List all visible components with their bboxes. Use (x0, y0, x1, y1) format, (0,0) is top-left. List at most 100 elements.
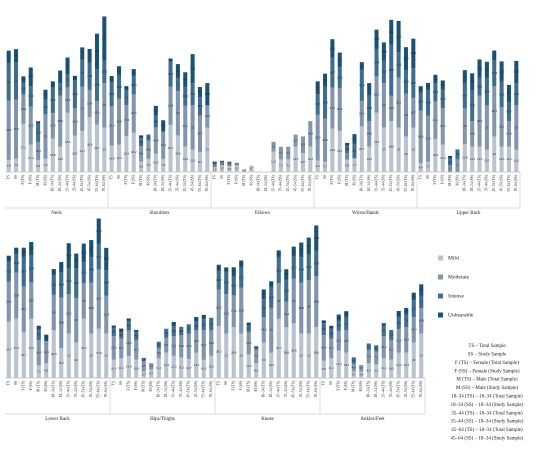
bar-segment (220, 165, 225, 172)
x-tick-label: 55–64 (TS) (307, 380, 311, 397)
data-label: 20 (52, 310, 56, 314)
data-label: 14.3 (66, 254, 72, 258)
x-tick-label: 18–34 (TS) (360, 174, 364, 191)
x-tick-label: M (TS) (139, 174, 143, 185)
data-label: 2.6 (213, 167, 217, 171)
data-label: 30 (307, 305, 311, 309)
data-label: 4.3 (345, 147, 349, 151)
x-tick-label: 55–64 (SS) (514, 174, 518, 191)
data-label: 25 (412, 148, 416, 152)
x-tick-label: SS (119, 381, 123, 385)
data-label: 14.3 (499, 92, 505, 96)
bar-segment (87, 48, 92, 63)
bar-segment (381, 42, 386, 61)
bar-segment (336, 320, 341, 331)
bar-segment (499, 61, 504, 82)
data-label: 12.5 (381, 345, 387, 349)
bar-segment (404, 327, 409, 353)
data-label: 11.1 (171, 344, 177, 348)
bar-segment (389, 339, 394, 360)
bar-segment (291, 246, 296, 257)
data-label: 7.1 (419, 300, 423, 304)
data-label: 20.5 (440, 124, 446, 128)
bar-segment (403, 70, 408, 94)
bar-segment (470, 73, 475, 91)
bar-segment (146, 140, 151, 159)
bar-segment (345, 145, 350, 154)
bar-segment (299, 282, 304, 334)
bar-segment (440, 89, 445, 109)
bar-segment (109, 82, 114, 107)
data-label: 12.5 (103, 257, 109, 261)
bar-segment (359, 62, 364, 70)
x-tick-label: SS (14, 381, 18, 385)
data-label: 11.1 (156, 366, 162, 370)
data-label: 28.6 (477, 119, 483, 123)
data-label: 21.4 (103, 312, 109, 316)
bar-segment (194, 330, 199, 353)
data-label: 15.4 (336, 362, 342, 366)
data-label: 7.1 (279, 163, 283, 167)
data-label: 14.3 (88, 268, 94, 272)
bar-segment (381, 127, 386, 172)
bar-segment (462, 70, 467, 83)
bar-segment (36, 121, 41, 124)
data-label: 25.7 (21, 307, 27, 311)
bar-segment (284, 279, 289, 302)
bar-segment (43, 99, 48, 115)
data-label: 25 (103, 103, 107, 107)
data-label: 14.3 (66, 279, 72, 283)
bar-segment (51, 330, 56, 378)
bar-segment (249, 165, 254, 172)
x-tick-label: F (TS) (433, 174, 437, 184)
data-label: 16.6 (411, 51, 417, 55)
data-label: 14.3 (186, 344, 192, 348)
bar-segment (389, 95, 394, 122)
data-label: 5.5 (352, 137, 356, 141)
bar-segment (329, 338, 334, 359)
bar-segment (149, 363, 154, 370)
data-label: 10.2 (477, 66, 483, 70)
bar-segment (216, 264, 221, 272)
bar-segment (224, 333, 229, 378)
bar-segment (374, 364, 379, 378)
bar-segment (164, 337, 169, 353)
x-tick-label: SS (323, 175, 327, 179)
data-label: 10.3 (440, 97, 446, 101)
bar-segment (329, 328, 334, 339)
bar-segment (419, 295, 424, 309)
data-label: 9.7 (307, 244, 311, 248)
data-label: 14.3 (298, 268, 304, 272)
note: M (TS) – Male (Total Sample) (456, 378, 517, 383)
x-tick-label: 45–54 (SS) (190, 174, 194, 191)
data-label: 6.2 (202, 322, 206, 326)
bar-segment (367, 146, 372, 172)
data-label: 12.5 (193, 339, 199, 343)
legend-swatch (438, 312, 443, 318)
bar-segment (367, 95, 372, 122)
data-label: 10.3 (182, 94, 188, 98)
bar-segment (36, 160, 41, 172)
bar-segment (96, 243, 101, 270)
x-tick-label: 18–34 (TS) (157, 380, 161, 397)
x-tick-label: M (SS) (254, 380, 258, 391)
data-label: 14.3 (313, 261, 319, 265)
data-label: 6.4 (316, 164, 320, 168)
bar-segment (28, 86, 33, 107)
bar-segment (419, 308, 424, 334)
bar-segment (111, 325, 116, 328)
bar-segment (72, 80, 77, 109)
group-label: Upper Back (456, 211, 481, 216)
data-label: 10.3 (197, 104, 203, 108)
bar-segment (239, 260, 244, 268)
data-label: 20 (95, 49, 99, 53)
data-label: 3.4 (7, 256, 11, 260)
group-label: Neck (51, 211, 62, 216)
data-label: 12.8 (116, 85, 122, 89)
data-label: 5.3 (441, 83, 445, 87)
bar-segment (396, 328, 401, 353)
bar-segment (58, 146, 63, 172)
x-tick-label: 45–54 (TS) (80, 174, 84, 191)
data-label: 1.7 (247, 322, 251, 326)
bar-segment (330, 128, 335, 172)
